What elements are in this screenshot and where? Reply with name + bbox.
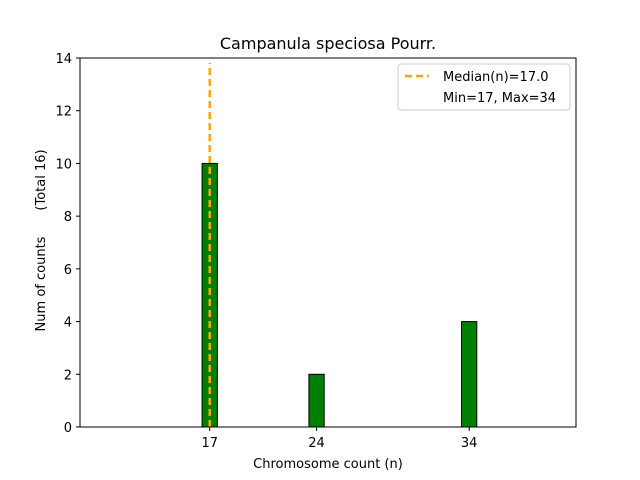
y-tick-label: 8 — [64, 210, 72, 225]
y-tick-label: 6 — [64, 263, 72, 278]
x-tick-label: 34 — [461, 436, 478, 451]
bars-layer — [80, 162, 531, 428]
legend-entry-median: Median(n)=17.0 — [443, 70, 549, 85]
bar-n-34 — [461, 321, 478, 428]
x-tick-label: 24 — [308, 436, 325, 451]
y-tick-label: 4 — [64, 316, 72, 331]
y-tick-label: 10 — [55, 157, 72, 172]
y-tick-label: 12 — [55, 105, 72, 120]
chart-title: Campanula speciosa Pourr. — [220, 34, 436, 53]
y-tick-label: 2 — [64, 368, 72, 383]
y-tick-label: 14 — [55, 52, 72, 67]
legend-box — [397, 63, 571, 111]
legend: Median(n)=17.0 Min=17, Max=34 — [397, 63, 571, 111]
x-tick-label: 17 — [201, 436, 218, 451]
y-axis-total-note: (Total 16) — [34, 149, 49, 210]
y-tick-label: 0 — [64, 421, 72, 436]
y-axis-label: Num of counts — [34, 236, 49, 331]
x-axis-label: Chromosome count (n) — [253, 457, 403, 472]
bar-n-24 — [308, 373, 325, 428]
y-axis: 0 2 4 6 8 10 12 14 — [55, 52, 80, 436]
legend-entry-minmax: Min=17, Max=34 — [443, 91, 556, 106]
plot-frame — [79, 57, 577, 428]
x-axis: 17 24 34 — [201, 427, 477, 451]
